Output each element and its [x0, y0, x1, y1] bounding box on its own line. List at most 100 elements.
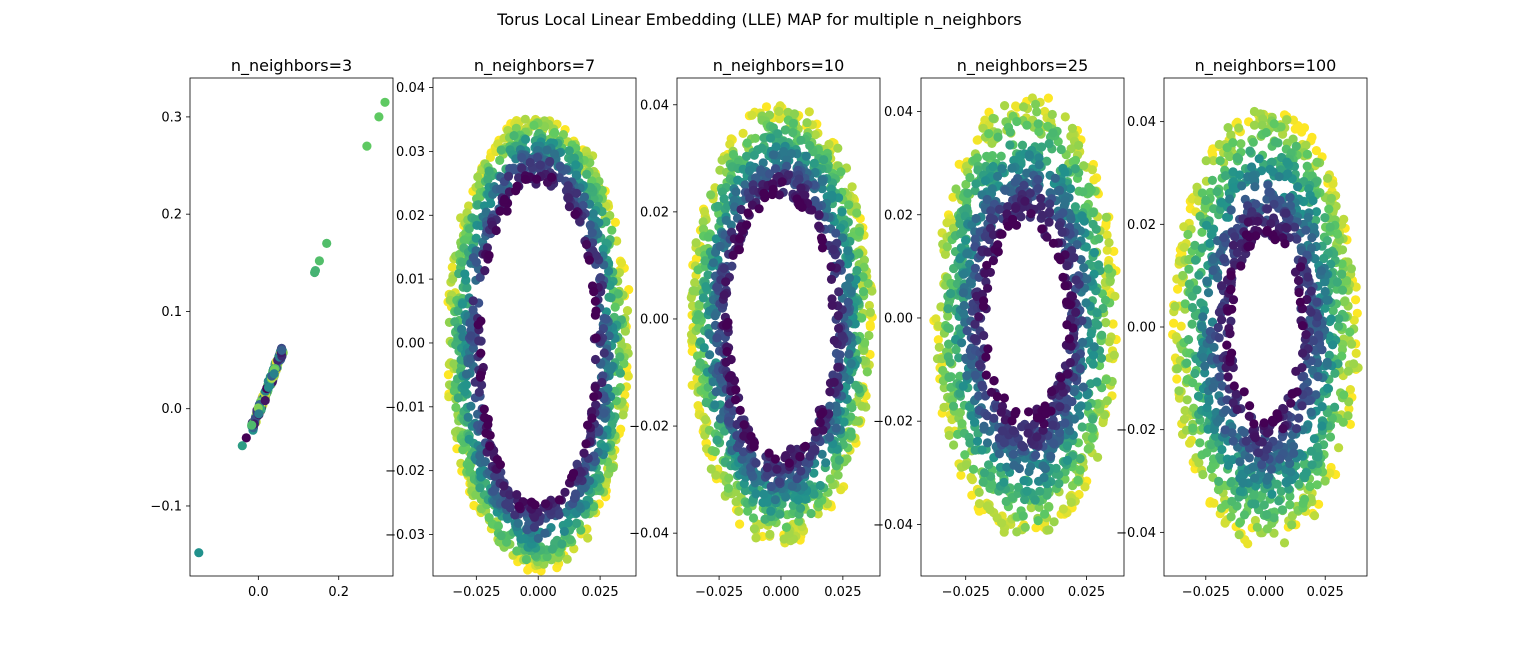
scatter-point [1071, 275, 1081, 285]
scatter-point [1108, 319, 1118, 329]
y-tick-label: 0.02 [640, 205, 669, 220]
scatter-point [1220, 171, 1231, 181]
scatter-point [853, 416, 864, 426]
scatter-point [1337, 259, 1347, 269]
scatter-point [1038, 210, 1048, 220]
scatter-point [1103, 264, 1113, 274]
scatter-point [988, 113, 998, 123]
scatter-point [1066, 341, 1076, 351]
scatter-point [1345, 385, 1355, 395]
scatter-point [814, 210, 824, 220]
scatter-point [564, 146, 574, 156]
scatter-point [495, 460, 505, 470]
scatter-point [1030, 495, 1040, 505]
scatter-point [1058, 272, 1068, 282]
scatter-point [982, 501, 993, 511]
scatter-point [712, 435, 722, 445]
scatter-point [604, 266, 614, 276]
scatter-point [1082, 401, 1092, 411]
figure-suptitle: Torus Local Linear Embedding (LLE) MAP f… [497, 10, 1022, 29]
scatter-point [1005, 140, 1015, 150]
scatter-point [1345, 327, 1355, 337]
scatter-point [806, 508, 816, 519]
scatter-point [750, 133, 761, 143]
scatter-point [1270, 137, 1280, 147]
scatter-point [979, 330, 989, 341]
scatter-point [703, 270, 713, 280]
scatter-point [993, 171, 1003, 181]
scatter-point [858, 272, 868, 282]
scatter-point [591, 400, 601, 410]
scatter-point [1079, 161, 1089, 171]
scatter-point [1002, 209, 1012, 219]
scatter-point [1197, 188, 1207, 198]
scatter-point [1227, 496, 1237, 506]
y-tick-label: 0.3 [161, 110, 182, 125]
scatter-point [773, 129, 783, 139]
scatter-point [727, 261, 737, 271]
scatter-point [1249, 120, 1259, 130]
scatter-point [589, 392, 599, 402]
scatter-point [1041, 409, 1051, 419]
scatter-point [599, 408, 609, 418]
scatter-point [465, 318, 475, 328]
scatter-point [587, 228, 597, 238]
scatter-point [721, 320, 732, 330]
scatter-point [622, 306, 633, 316]
scatter-point [362, 141, 372, 151]
scatter-point [981, 352, 991, 362]
scatter-point [852, 265, 862, 276]
scatter-point [824, 432, 835, 442]
scatter-point [711, 387, 721, 397]
scatter-point [798, 481, 809, 491]
scatter-point [839, 417, 849, 427]
scatter-point [593, 427, 604, 437]
scatter-point [1042, 232, 1052, 242]
scatter-point [944, 430, 954, 440]
scatter-point [1025, 188, 1035, 198]
scatter-point [970, 242, 980, 252]
scatter-point [581, 439, 591, 449]
scatter-point [1226, 512, 1236, 522]
scatter-point [1201, 220, 1212, 230]
scatter-point [525, 157, 535, 168]
scatter-point [693, 265, 703, 275]
scatter-point [1313, 452, 1323, 462]
scatter-point [619, 358, 629, 369]
scatter-point [503, 171, 514, 181]
scatter-point [1073, 475, 1083, 485]
scatter-point [710, 400, 720, 410]
scatter-point [857, 313, 867, 323]
scatter-point [1345, 419, 1355, 429]
scatter-point [850, 319, 860, 329]
scatter-point [1040, 464, 1050, 474]
scatter-point [447, 262, 457, 272]
scatter-point [499, 194, 510, 204]
scatter-point [986, 206, 996, 216]
scatter-point [1228, 183, 1238, 193]
scatter-point [955, 254, 965, 264]
scatter-point [980, 268, 990, 278]
scatter-point [496, 531, 506, 541]
scatter-point [1312, 480, 1322, 490]
scatter-point [961, 179, 971, 190]
scatter-point [1020, 494, 1030, 505]
scatter-point [716, 374, 726, 384]
scatter-point [844, 200, 854, 210]
scatter-point [744, 166, 755, 176]
scatter-point [715, 414, 726, 424]
scatter-point [1215, 156, 1225, 166]
scatter-point [1088, 350, 1099, 360]
scatter-point [959, 269, 969, 279]
scatter-point [591, 333, 601, 343]
scatter-point [781, 451, 791, 461]
scatter-point [1330, 402, 1340, 412]
scatter-point [1307, 460, 1317, 470]
scatter-point [1235, 518, 1245, 528]
scatter-point [1349, 359, 1359, 369]
y-tick-label: 0.01 [396, 273, 425, 288]
scatter-point [863, 278, 873, 288]
scatter-point [993, 240, 1003, 250]
y-tick-label: 0.00 [396, 336, 425, 351]
scatter-point [988, 256, 999, 266]
